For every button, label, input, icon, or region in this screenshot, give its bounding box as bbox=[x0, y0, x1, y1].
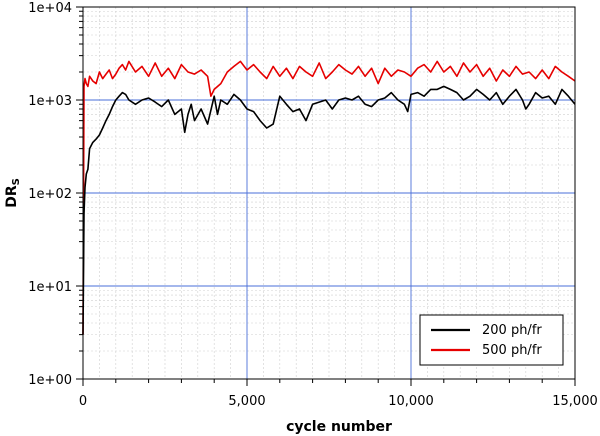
x-tick-label: 10,000 bbox=[388, 394, 434, 409]
y-tick-label: 1e+01 bbox=[28, 280, 72, 295]
legend: 200 ph/fr 500 ph/fr bbox=[419, 314, 564, 366]
x-tick-label: 5,000 bbox=[228, 394, 265, 409]
legend-label-500: 500 ph/fr bbox=[482, 343, 542, 358]
series-line-500 bbox=[82, 60, 576, 335]
y-tick-label: 1e+04 bbox=[28, 1, 72, 16]
x-axis-title: cycle number bbox=[286, 419, 392, 435]
x-tick-label: 15,000 bbox=[552, 394, 598, 409]
y-tick-labels: 1e+00 1e+01 1e+02 1e+03 1e+04 bbox=[28, 1, 72, 388]
x-tick-label: 0 bbox=[79, 394, 87, 409]
y-axis-title: DRS bbox=[4, 178, 22, 208]
grid-major bbox=[83, 7, 575, 379]
series-line-200 bbox=[82, 85, 576, 335]
legend-label-200: 200 ph/fr bbox=[482, 323, 542, 338]
series-layer bbox=[82, 60, 576, 335]
legend-box bbox=[419, 314, 564, 366]
y-tick-label: 1e+02 bbox=[28, 187, 72, 202]
y-axis-title-main: DR bbox=[4, 185, 20, 208]
y-axis-title-sub: S bbox=[11, 178, 22, 185]
y-tick-label: 1e+03 bbox=[28, 94, 72, 109]
y-tick-label: 1e+00 bbox=[28, 373, 72, 388]
tick-marks bbox=[76, 6, 576, 386]
x-tick-labels: 0 5,000 10,000 15,000 bbox=[79, 394, 598, 409]
